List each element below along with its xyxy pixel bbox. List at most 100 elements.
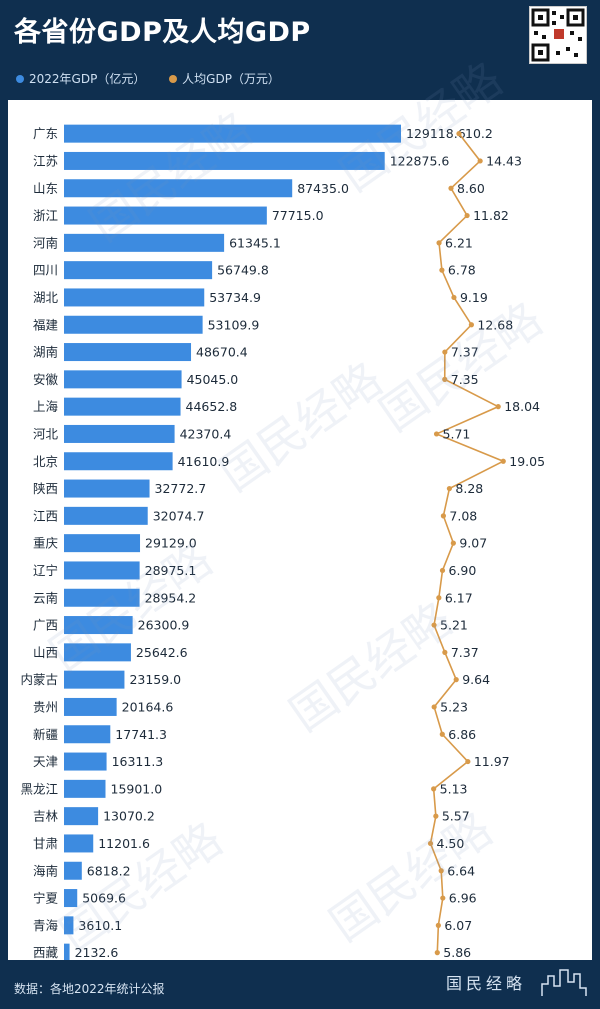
per-capita-value-label: 9.64 [462, 672, 490, 687]
gdp-value-label: 87435.0 [297, 181, 349, 196]
category-label: 青海 [33, 918, 59, 933]
gdp-value-label: 61345.1 [229, 235, 281, 250]
category-label: 上海 [33, 399, 59, 414]
gdp-value-label: 15901.0 [111, 781, 163, 796]
legend-label-per-capita: 人均GDP（万元） [182, 72, 280, 86]
per-capita-value-label: 5.21 [440, 618, 468, 633]
gdp-bar [64, 506, 148, 525]
gdp-value-label: 53734.9 [209, 290, 261, 305]
gdp-bar [64, 288, 205, 307]
legend-item-gdp: 2022年GDP（亿元） [16, 70, 145, 87]
category-label: 陕西 [33, 481, 58, 496]
per-capita-value-label: 9.07 [459, 536, 487, 551]
gdp-value-label: 20164.6 [122, 699, 174, 714]
per-capita-value-label: 8.28 [455, 481, 483, 496]
gdp-bar [64, 424, 175, 443]
gdp-bar [64, 561, 140, 580]
per-capita-value-label: 11.82 [473, 208, 509, 223]
per-capita-value-label: 6.78 [448, 263, 476, 278]
gdp-value-label: 32074.7 [153, 508, 205, 523]
per-capita-point [431, 786, 437, 792]
category-label: 内蒙古 [20, 672, 58, 687]
category-label: 海南 [33, 863, 58, 878]
category-label: 山东 [33, 181, 58, 196]
gdp-bar [64, 233, 225, 252]
category-label: 北京 [33, 454, 58, 469]
gdp-bar [64, 916, 74, 935]
gdp-value-label: 6818.2 [87, 863, 131, 878]
category-label: 辽宁 [33, 563, 58, 578]
gdp-bar [64, 315, 203, 334]
gdp-bar [64, 697, 117, 716]
legend-item-per-capita: 人均GDP（万元） [169, 70, 280, 87]
gdp-bar [64, 370, 182, 389]
per-capita-value-label: 9.19 [460, 290, 488, 305]
gdp-bar [64, 889, 78, 908]
gdp-bar [64, 151, 385, 170]
per-capita-value-label: 6.07 [444, 918, 472, 933]
gdp-value-label: 28975.1 [145, 563, 197, 578]
per-capita-point [439, 567, 446, 574]
per-capita-value-label: 6.90 [449, 563, 477, 578]
per-capita-value-label: 5.71 [443, 426, 471, 441]
category-label: 云南 [33, 590, 58, 605]
gdp-value-label: 26300.9 [138, 618, 190, 633]
category-label: 四川 [33, 263, 58, 278]
gdp-value-label: 53109.9 [208, 317, 260, 332]
category-label: 山西 [33, 645, 58, 660]
gdp-value-label: 32772.7 [155, 481, 207, 496]
per-capita-point [442, 649, 448, 655]
per-capita-point [453, 677, 459, 683]
per-capita-point [468, 322, 474, 328]
gdp-bar [64, 452, 173, 471]
category-label: 安徽 [33, 372, 59, 387]
per-capita-value-label: 10.2 [465, 126, 493, 141]
gdp-bar [64, 643, 131, 662]
category-label: 湖北 [33, 290, 59, 305]
per-capita-value-label: 7.37 [451, 345, 479, 360]
per-capita-value-label: 14.43 [486, 153, 522, 168]
legend-label-gdp: 2022年GDP（亿元） [29, 72, 146, 86]
per-capita-point [465, 758, 471, 765]
category-label: 江西 [33, 508, 58, 523]
gdp-value-label: 13070.2 [103, 809, 155, 824]
gdp-value-label: 11201.6 [98, 836, 150, 851]
per-capita-point [442, 349, 448, 355]
per-capita-point [431, 622, 437, 628]
qr-code [529, 6, 587, 64]
per-capita-value-label: 7.37 [451, 645, 479, 660]
chart-svg: 广东 129118.6 江苏 122875.6 山东 87435.0 浙江 77715.0 河南… [20, 124, 545, 960]
legend-dot-orange-icon [169, 74, 178, 83]
per-capita-point [446, 485, 452, 492]
data-source: 数据：各地2022年统计公报 [14, 982, 165, 996]
per-capita-point [477, 158, 483, 164]
gdp-value-label: 129118.6 [406, 126, 466, 141]
gdp-value-label: 122875.6 [390, 153, 450, 168]
gdp-value-label: 23159.0 [129, 672, 181, 687]
brand-name: 国民经略 [446, 974, 527, 993]
per-capita-point [436, 595, 442, 601]
gdp-bar [64, 725, 111, 744]
gdp-bar [64, 616, 133, 635]
per-capita-value-label: 6.86 [448, 727, 476, 742]
per-capita-value-label: 11.97 [474, 754, 510, 769]
per-capita-value-label: 18.04 [504, 399, 540, 414]
gdp-bar [64, 397, 181, 416]
gdp-bar [64, 206, 267, 225]
per-capita-point [440, 513, 446, 519]
per-capita-value-label: 7.08 [449, 508, 477, 523]
per-capita-value-label: 6.64 [447, 863, 475, 878]
category-label: 河北 [33, 426, 59, 441]
gdp-value-label: 16311.3 [112, 754, 164, 769]
per-capita-value-label: 8.60 [457, 181, 485, 196]
per-capita-point [436, 240, 442, 246]
chart-legend: 2022年GDP（亿元） 人均GDP（万元） [16, 70, 300, 87]
category-label: 河南 [33, 235, 58, 250]
category-label: 湖南 [33, 345, 58, 360]
gdp-bar [64, 261, 213, 280]
per-capita-value-label: 5.57 [442, 809, 470, 824]
gdp-bar [64, 861, 82, 880]
plot-area: 广东 129118.6 江苏 122875.6 山东 87435.0 浙江 77715.0 河南… [8, 100, 592, 960]
per-capita-value-label: 4.50 [437, 836, 465, 851]
gdp-bar [64, 779, 106, 798]
